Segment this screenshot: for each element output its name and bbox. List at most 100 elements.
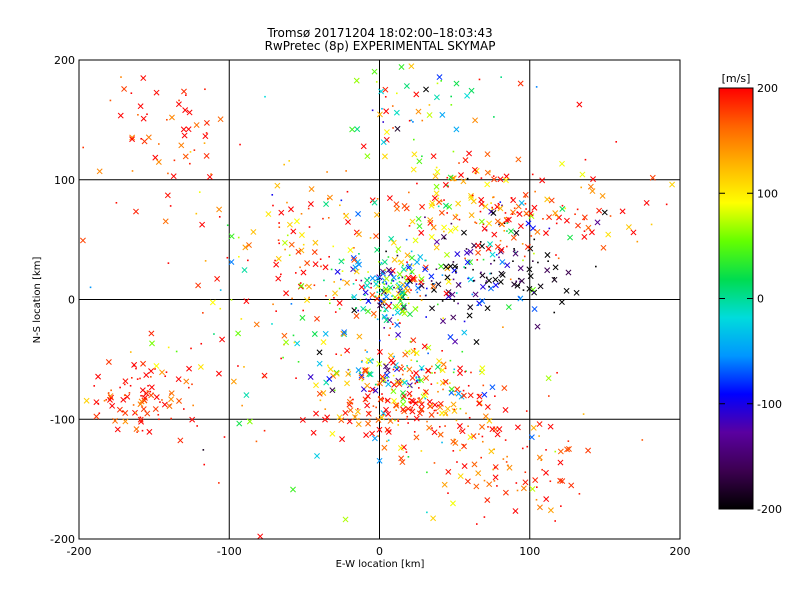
data-point-dot [444,367,447,370]
data-point-x-marker [334,268,341,275]
data-point-x-marker [387,352,394,359]
data-point-x-marker [159,369,165,376]
data-point-x-marker [364,282,371,289]
data-point-x-marker [352,264,359,271]
data-point-dot [431,372,433,374]
data-point-x-marker [441,481,448,488]
data-point-dot [441,349,443,352]
data-point-x-marker [589,188,596,195]
data-point-x-marker [434,168,441,175]
data-point-x-marker [552,264,559,271]
data-point-x-marker [551,276,558,283]
data-point-x-marker [383,108,390,115]
data-point-dot [397,418,399,421]
data-point-x-marker [543,496,550,503]
data-point-x-marker [498,246,505,253]
data-point-x-marker [124,393,131,400]
data-point-dot [353,247,355,249]
data-point-dot [239,143,241,146]
data-point-dot [203,142,206,144]
data-point-dot [379,309,382,312]
data-point-x-marker [153,362,160,369]
data-point-x-marker [472,291,479,298]
data-point-dot [665,203,668,206]
data-point-x-marker [428,234,435,240]
y-tick-label: -100 [50,413,75,426]
data-point-dot [493,259,496,262]
data-point-dot [382,397,385,400]
data-point-dot [485,282,487,284]
data-point-dot [426,471,428,474]
data-point-x-marker [365,410,372,417]
data-point-dot [373,280,376,282]
data-point-dot [533,252,535,255]
data-point-dot [385,314,388,317]
data-point-x-marker [141,397,148,404]
data-point-dot [433,283,435,285]
data-point-x-marker [373,233,380,240]
data-point-dot [580,186,583,189]
data-point-dot [421,119,424,122]
data-point-dot [595,265,597,268]
data-point-x-marker [93,413,100,420]
data-point-dot [354,415,356,417]
data-point-x-marker [322,264,329,271]
data-point-dot [538,435,540,437]
data-point-x-marker [308,186,315,193]
data-point-dot [455,292,458,294]
data-point-dot [493,448,496,451]
data-point-dot [341,270,344,272]
data-point-x-marker [547,507,554,514]
data-point-x-marker [307,201,314,207]
data-point-dot [183,408,185,410]
data-point-x-marker [529,485,536,492]
data-point-x-marker [95,373,102,380]
data-point-x-marker [517,80,524,87]
data-point-dot [406,261,408,264]
data-point-dot [509,278,512,281]
data-point-x-marker [144,410,151,417]
data-point-x-marker [137,103,144,110]
data-point-x-marker [393,402,400,409]
data-point-x-marker [155,159,162,165]
data-point-dot [441,441,443,444]
data-point-dot [472,268,474,271]
data-point-x-marker [522,191,529,198]
data-point-dot [466,177,469,180]
data-point-dot [363,285,366,287]
data-point-x-marker [383,406,390,413]
data-point-x-marker [476,400,483,407]
data-point-x-marker [461,329,468,336]
data-point-x-marker [228,233,235,240]
data-point-x-marker [440,361,447,368]
data-point-x-marker [565,446,572,452]
data-point-x-marker [497,205,504,212]
data-point-x-marker [486,220,493,227]
data-point-x-marker [342,409,349,416]
data-point-dot [446,176,449,179]
data-point-x-marker [470,433,477,440]
data-point-x-marker [552,210,559,217]
data-point-x-marker [168,390,175,397]
data-point-x-marker [452,214,459,221]
data-point-dot [517,277,520,280]
data-point-x-marker [564,446,571,453]
data-point-dot [409,264,411,266]
data-point-x-marker [338,417,345,424]
data-point-dot [392,127,394,129]
data-point-x-marker [497,176,504,183]
data-point-x-marker [431,429,438,436]
data-point-dot [542,218,544,220]
data-point-dot [491,208,494,210]
data-point-x-marker [557,448,564,455]
data-point-x-marker [489,384,496,391]
data-point-x-marker [376,457,383,464]
data-point-x-marker [489,426,496,433]
data-point-x-marker [349,126,356,133]
data-point-x-marker [377,396,384,403]
data-point-x-marker [140,360,147,367]
data-point-x-marker [486,417,493,424]
data-point-x-marker [326,375,333,382]
data-point-dot [547,260,549,263]
data-point-x-marker [406,366,413,373]
